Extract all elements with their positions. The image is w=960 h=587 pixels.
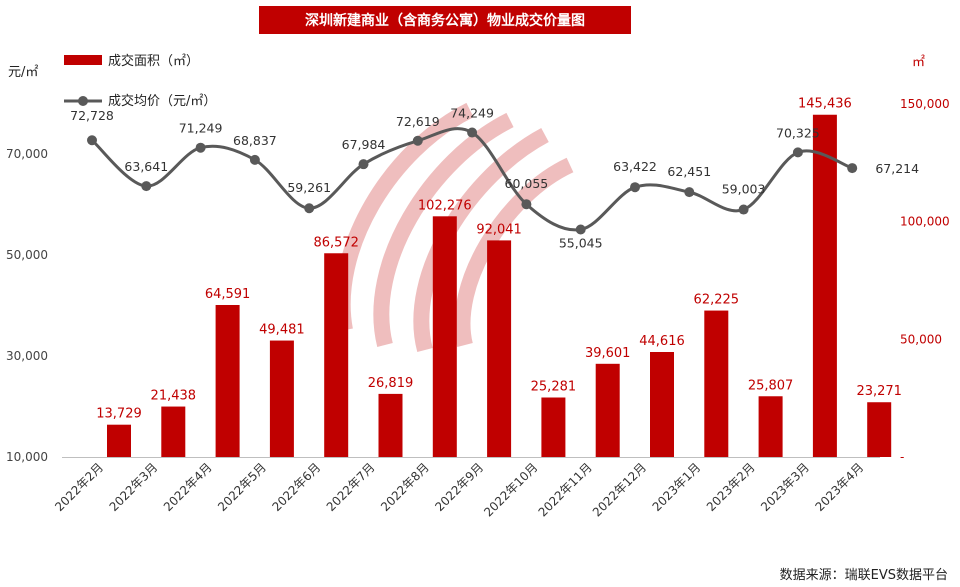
bar-data-label: 44,616 bbox=[639, 334, 685, 349]
left-axis-tick: 30,000 bbox=[6, 349, 48, 363]
left-axis-tick: 50,000 bbox=[6, 248, 48, 262]
bar-area bbox=[812, 114, 837, 458]
price-data-label: 72,619 bbox=[396, 114, 440, 129]
bar-data-label: 49,481 bbox=[259, 323, 305, 338]
price-point bbox=[521, 199, 532, 210]
bar-area bbox=[704, 310, 729, 457]
bar-data-label: 39,601 bbox=[585, 346, 631, 361]
price-data-label: 60,055 bbox=[505, 176, 549, 191]
price-point bbox=[684, 187, 695, 198]
legend-bar-swatch bbox=[64, 55, 102, 65]
legend-line-label: 成交均价（元/㎡） bbox=[108, 93, 216, 109]
price-data-label: 59,261 bbox=[287, 180, 331, 195]
bar-area bbox=[215, 304, 240, 457]
price-point bbox=[630, 182, 640, 193]
price-data-label: 71,249 bbox=[179, 121, 223, 136]
bar-data-label: 13,729 bbox=[96, 407, 142, 422]
price-point bbox=[249, 154, 260, 165]
price-data-label: 70,325 bbox=[776, 125, 820, 140]
right-axis-tick: 150,000 bbox=[900, 97, 950, 111]
price-data-label: 74,249 bbox=[450, 106, 494, 121]
x-tick-label: 2023年2月 bbox=[704, 460, 758, 514]
right-axis-tick: - bbox=[900, 450, 904, 464]
left-axis-unit: 元/㎡ bbox=[8, 65, 38, 80]
price-point bbox=[792, 147, 803, 158]
price-data-label: 55,045 bbox=[559, 236, 603, 251]
price-point bbox=[847, 163, 858, 174]
price-point bbox=[87, 135, 97, 146]
x-tick-label: 2022年11月 bbox=[536, 460, 595, 519]
x-tick-label: 2022年2月 bbox=[52, 460, 106, 514]
left-axis-tick: 10,000 bbox=[6, 450, 48, 464]
legend-bar-label: 成交面积（㎡） bbox=[108, 53, 199, 69]
right-axis-unit: ㎡ bbox=[912, 55, 925, 70]
price-point bbox=[304, 203, 315, 214]
bar-area bbox=[269, 340, 294, 457]
x-tick-label: 2022年8月 bbox=[378, 460, 432, 514]
legend-line-marker bbox=[78, 96, 88, 106]
x-tick-label: 2022年10月 bbox=[481, 460, 540, 519]
bar-area bbox=[107, 424, 131, 457]
price-point bbox=[358, 159, 369, 170]
price-data-label: 68,837 bbox=[233, 133, 277, 148]
chart-title: 深圳新建商业（含商务公寓）物业成交价量图 bbox=[259, 6, 631, 34]
price-data-label: 63,422 bbox=[613, 159, 657, 174]
price-data-label: 59,003 bbox=[722, 182, 766, 197]
bar-area bbox=[595, 363, 620, 457]
bar-data-label: 64,591 bbox=[205, 287, 251, 302]
bar-data-label: 145,436 bbox=[798, 97, 852, 112]
x-tick-label: 2022年7月 bbox=[324, 460, 378, 514]
bar-data-label: 23,271 bbox=[856, 384, 902, 399]
bar-area bbox=[650, 352, 674, 457]
price-point bbox=[467, 127, 478, 138]
price-data-label: 62,451 bbox=[667, 164, 711, 179]
bar-data-label: 21,438 bbox=[151, 389, 197, 404]
data-source-note: 数据来源：瑞联EVS数据平台 bbox=[779, 568, 948, 583]
bar-data-label: 102,276 bbox=[418, 198, 472, 213]
bar-data-label: 86,572 bbox=[313, 235, 359, 250]
bar-area bbox=[867, 402, 892, 457]
bar-area bbox=[758, 396, 783, 457]
left-axis-tick: 70,000 bbox=[6, 147, 48, 161]
x-tick-label: 2022年5月 bbox=[215, 460, 269, 514]
price-point bbox=[575, 224, 586, 235]
bar-area bbox=[541, 397, 566, 457]
price-data-label: 67,214 bbox=[875, 161, 919, 176]
right-axis-tick: 50,000 bbox=[900, 332, 942, 346]
bar-data-label: 25,807 bbox=[748, 378, 794, 393]
x-tick-label: 2023年3月 bbox=[758, 460, 812, 514]
price-data-label: 72,728 bbox=[70, 108, 114, 123]
price-point bbox=[738, 204, 749, 215]
bar-area bbox=[432, 216, 457, 457]
bar-data-label: 62,225 bbox=[694, 293, 740, 308]
x-tick-label: 2022年3月 bbox=[107, 460, 161, 514]
price-point bbox=[412, 135, 423, 146]
price-point bbox=[141, 181, 152, 192]
x-tick-label: 2022年12月 bbox=[590, 460, 649, 519]
bar-area bbox=[324, 253, 349, 457]
price-data-label: 67,984 bbox=[342, 137, 386, 152]
x-tick-label: 2022年6月 bbox=[269, 460, 323, 514]
bar-data-label: 92,041 bbox=[476, 222, 522, 237]
bar-area bbox=[161, 406, 186, 457]
x-tick-label: 2023年4月 bbox=[812, 460, 866, 514]
price-point bbox=[195, 142, 206, 153]
bar-data-label: 25,281 bbox=[531, 380, 577, 395]
right-axis-tick: 100,000 bbox=[900, 215, 950, 229]
x-tick-label: 2022年4月 bbox=[161, 460, 215, 514]
x-tick-label: 2022年9月 bbox=[432, 460, 486, 514]
x-tick-label: 2023年1月 bbox=[650, 460, 704, 514]
bar-area bbox=[378, 393, 403, 457]
price-data-label: 63,641 bbox=[124, 159, 168, 174]
bar-data-label: 26,819 bbox=[368, 376, 414, 391]
bar-area bbox=[487, 240, 512, 457]
